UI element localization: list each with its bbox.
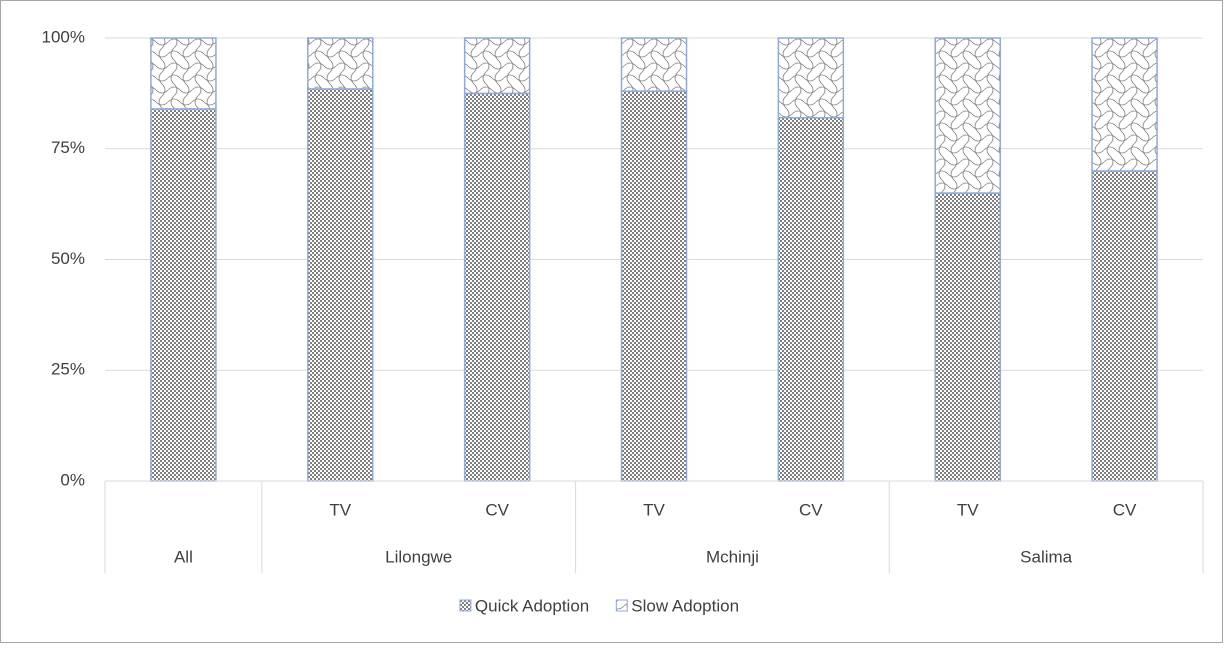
x-tick-label: TV <box>329 500 351 519</box>
bar-segment <box>307 88 374 482</box>
legend-swatch <box>615 599 628 612</box>
group-label: Lilongwe <box>385 547 452 566</box>
y-tick-label: 0% <box>60 470 85 489</box>
bar-segment <box>463 37 531 95</box>
group-label: All <box>174 547 193 566</box>
x-tick-label: TV <box>643 500 665 519</box>
group-label: Salima <box>1020 547 1073 566</box>
bar-segment <box>620 90 688 482</box>
x-tick-label: CV <box>1113 500 1137 519</box>
bar-segment <box>150 37 217 110</box>
bar-segment <box>777 116 845 482</box>
legend-label: Slow Adoption <box>631 596 739 615</box>
x-tick-label: CV <box>799 500 823 519</box>
x-tick-label: TV <box>957 500 979 519</box>
bar-segment <box>463 92 531 482</box>
bar-segment <box>777 37 845 119</box>
legend-swatch <box>459 599 472 612</box>
y-tick-label: 25% <box>51 360 85 379</box>
bar-segment <box>150 108 217 482</box>
x-tick-label: CV <box>485 500 509 519</box>
y-tick-label: 50% <box>51 249 85 268</box>
bar-segment <box>620 37 688 92</box>
group-label: Mchinji <box>706 547 759 566</box>
y-tick-label: 75% <box>51 138 85 157</box>
bar-segment <box>934 192 1001 482</box>
bar-segment <box>307 37 374 90</box>
y-tick-label: 100% <box>42 27 85 46</box>
bar-segment <box>1091 170 1158 482</box>
legend-label: Quick Adoption <box>475 596 589 615</box>
bar-segment <box>934 37 1001 194</box>
bar-segment <box>1091 37 1158 172</box>
